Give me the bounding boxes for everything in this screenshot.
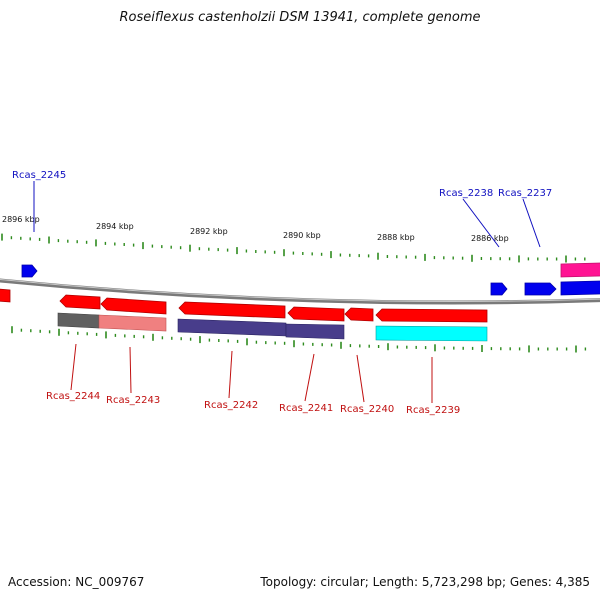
gene-label-rcas-2238[interactable]: Rcas_2238 (439, 188, 493, 199)
feature-bar-navy-2[interactable] (285, 323, 345, 340)
accession-text: Accession: NC_009767 (8, 575, 145, 589)
feature-bar-pink[interactable] (98, 314, 167, 332)
gene-rcas-2237[interactable] (524, 282, 557, 296)
leader-line (522, 198, 541, 248)
genome-backbone-highlight (0, 278, 600, 302)
scale-label: 2890 kbp (283, 231, 321, 240)
scale-label: 2886 kbp (471, 234, 509, 243)
gene-rcas-2240[interactable] (344, 307, 374, 322)
scale-label: 2892 kbp (190, 227, 228, 236)
gene-label-rcas-2242[interactable]: Rcas_2242 (204, 400, 258, 411)
scale-label: 2894 kbp (96, 222, 134, 231)
genome-summary-text: Topology: circular; Length: 5,723,298 bp… (260, 575, 590, 589)
leader-line (304, 353, 315, 402)
gene-label-rcas-2240[interactable]: Rcas_2240 (340, 404, 394, 415)
outer-tick-row (1, 233, 586, 263)
gene-left-edge-red[interactable] (0, 288, 11, 303)
gene-rcas-2242[interactable] (178, 301, 286, 319)
genome-backbone (0, 278, 600, 305)
gene-right-edge-magenta[interactable] (560, 262, 600, 278)
feature-bar-navy-1[interactable] (177, 318, 287, 337)
scale-label: 2888 kbp (377, 233, 415, 242)
leader-line (356, 354, 365, 403)
inner-tick-row (11, 326, 587, 353)
genome-title: Roseiflexus castenholzii DSM 13941, comp… (119, 10, 481, 25)
gene-label-rcas-2244[interactable]: Rcas_2244 (46, 391, 100, 402)
scale-label: 2896 kbp (2, 215, 40, 224)
gene-rcas-2241[interactable] (287, 306, 345, 322)
gene-rcas-2238[interactable] (490, 282, 508, 296)
feature-bar-gray[interactable] (57, 312, 100, 329)
leader-line (462, 198, 500, 248)
gene-rcas-2243[interactable] (100, 297, 167, 315)
gene-label-rcas-2245[interactable]: Rcas_2245 (12, 170, 66, 181)
leader-line (129, 346, 132, 394)
feature-bar-cyan[interactable] (375, 325, 488, 342)
leader-line (70, 343, 77, 391)
gene-label-rcas-2241[interactable]: Rcas_2241 (279, 403, 333, 414)
leader-line (228, 350, 233, 399)
gene-label-rcas-2239[interactable]: Rcas_2239 (406, 405, 460, 416)
gene-label-rcas-2243[interactable]: Rcas_2243 (106, 395, 160, 406)
gene-rcas-2244[interactable] (59, 294, 101, 310)
gene-rcas-2239[interactable] (375, 308, 488, 323)
gene-right-edge-blue[interactable] (560, 280, 600, 296)
gene-rcas-2245[interactable] (21, 264, 38, 278)
gene-label-rcas-2237[interactable]: Rcas_2237 (498, 188, 552, 199)
